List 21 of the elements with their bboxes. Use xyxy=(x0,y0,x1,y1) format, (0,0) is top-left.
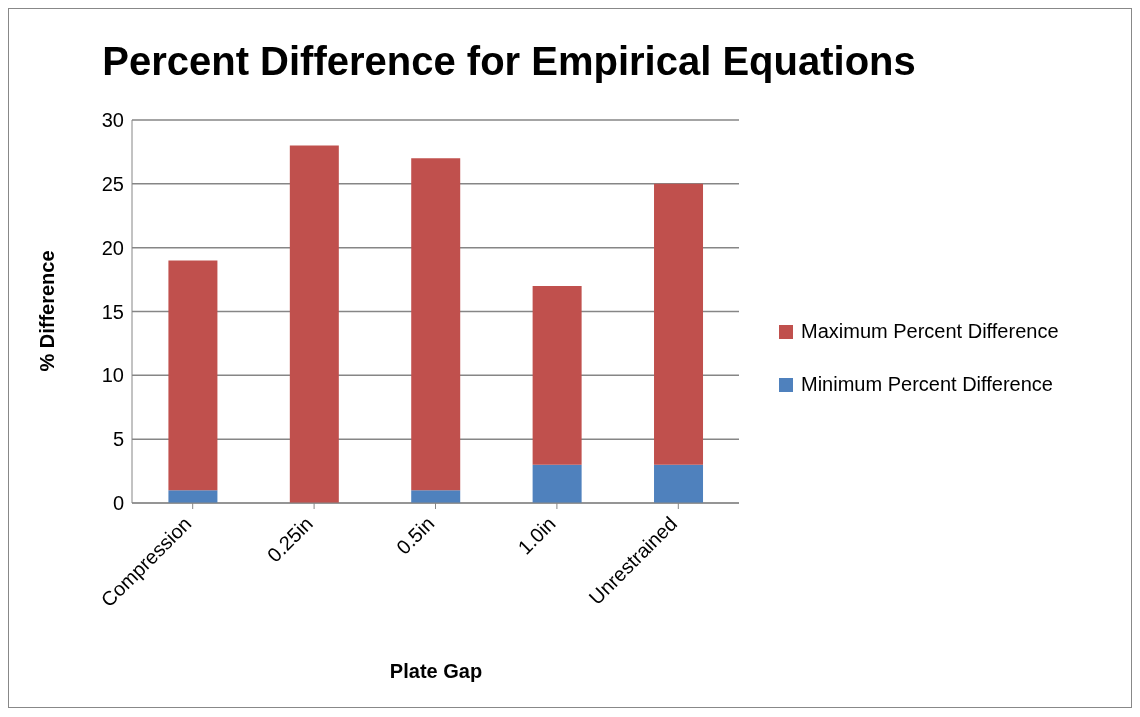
bar xyxy=(411,158,461,491)
y-tick-label: 0 xyxy=(112,492,124,515)
bar xyxy=(289,145,339,503)
bar xyxy=(168,260,218,491)
bar xyxy=(411,490,461,503)
y-tick-label: 30 xyxy=(101,109,124,132)
legend-label: Maximum Percent Difference xyxy=(801,320,1059,343)
y-tick-label: 5 xyxy=(112,428,124,451)
bar xyxy=(654,464,704,503)
bar xyxy=(532,464,582,503)
legend-label: Minimum Percent Difference xyxy=(801,373,1053,396)
bar xyxy=(532,285,582,465)
y-axis-title: % Difference xyxy=(35,250,59,372)
chart-title: Percent Difference for Empirical Equations xyxy=(101,39,917,84)
y-tick-label: 25 xyxy=(101,172,124,195)
bar xyxy=(654,183,704,465)
y-tick-label: 15 xyxy=(101,300,124,323)
bar xyxy=(168,490,218,503)
y-tick-label: 20 xyxy=(101,236,124,259)
y-tick-label: 10 xyxy=(101,364,124,387)
x-axis-title: Plate Gap xyxy=(389,659,483,683)
